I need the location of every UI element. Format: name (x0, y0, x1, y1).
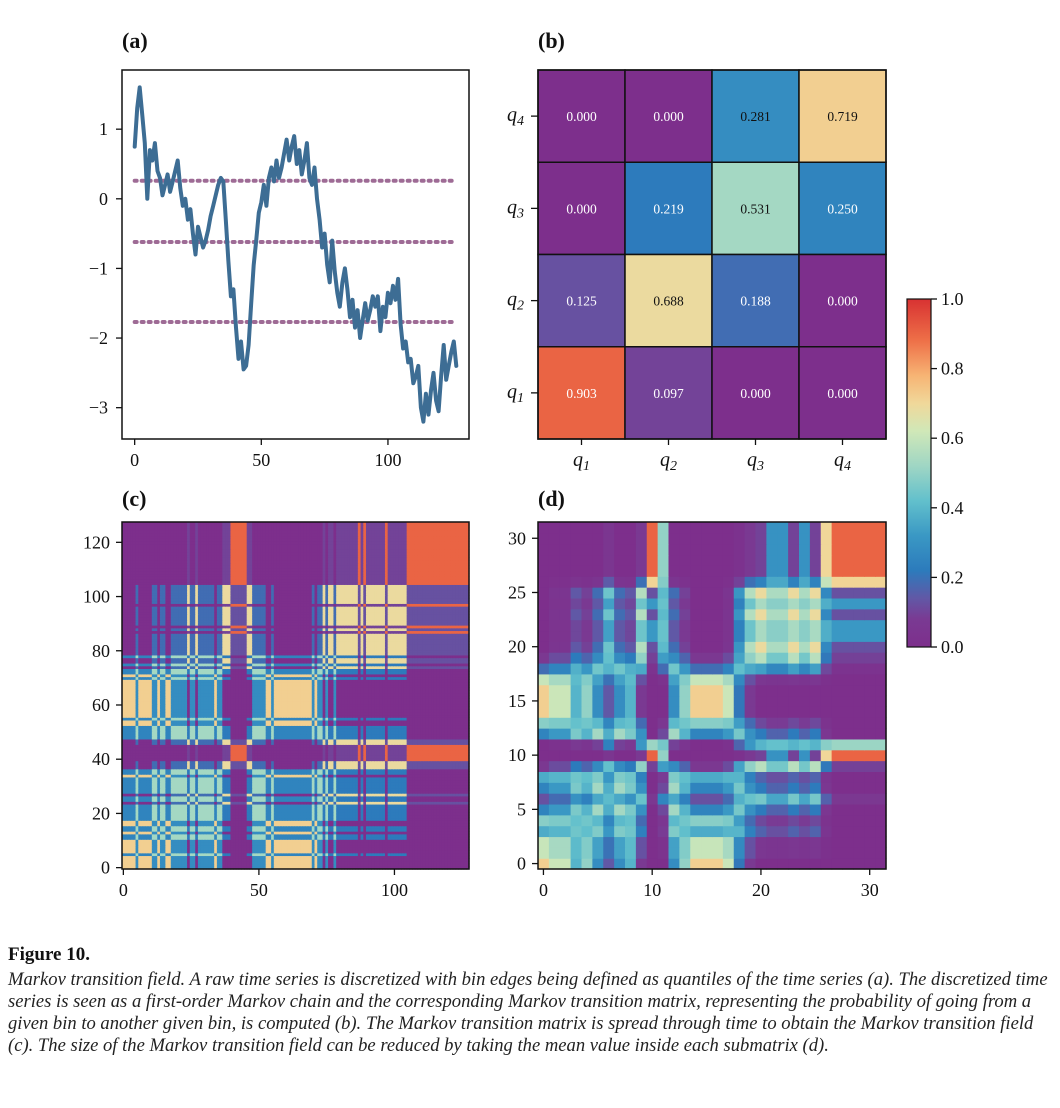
panel-b-col-labels: q1 q2 q3 q4 (573, 439, 851, 474)
panel-a-y-ticks: 1 0 −1 −2 −3 (89, 119, 122, 417)
y-tick-label: −1 (89, 258, 108, 278)
matrix-cell-value: 0.188 (740, 294, 771, 309)
matrix-cell-value: 0.219 (653, 201, 684, 216)
figure-canvas: (a) 0 50 100 10−1−2−3 (b) 0.000 0.000 0.281 0… (0, 0, 1060, 935)
matrix-cell-value: 0.719 (827, 109, 858, 124)
matrix-cell-value: 0.000 (740, 386, 771, 401)
matrix-cell-value: 0.000 (827, 386, 858, 401)
panel-a-label: (a) (122, 28, 148, 53)
col-label: q4 (834, 449, 851, 474)
y-tick-label: 1 (99, 119, 108, 139)
transition-matrix-cells: 0.000 0.000 0.281 0.719 0.000 0.219 0.531 0.250… (538, 70, 886, 439)
panel-a-x-ticks: 0 50 100 (130, 439, 401, 470)
matrix-cell-value: 0.531 (740, 201, 770, 216)
col-label: q2 (660, 449, 677, 474)
matrix-cell-value: 0.250 (827, 201, 858, 216)
row-label: q1 (507, 381, 524, 406)
panel-b-label: (b) (538, 28, 565, 53)
row-label: q3 (507, 196, 524, 221)
matrix-cell-value: 0.903 (566, 386, 597, 401)
y-tick-label: −3 (89, 398, 108, 418)
x-tick-label: 100 (374, 450, 401, 470)
matrix-cell-value: 0.000 (566, 201, 597, 216)
row-label: q2 (507, 289, 524, 314)
time-series-line (135, 87, 457, 421)
matrix-cell-value: 0.000 (827, 294, 858, 309)
x-tick-label: 0 (130, 450, 139, 470)
matrix-cell-value: 0.000 (566, 109, 597, 124)
col-label: q3 (747, 449, 764, 474)
matrix-cell-value: 0.688 (653, 294, 684, 309)
panel-a: (a) 0 50 100 1 0 −1 −2 −3 (89, 28, 469, 470)
matrix-cell-value: 0.097 (653, 386, 684, 401)
col-label: q1 (573, 449, 590, 474)
matrix-cell-value: 0.000 (653, 109, 684, 124)
matrix-cell-value: 0.125 (566, 294, 597, 309)
panel-c-label: (c) (122, 486, 146, 511)
y-tick-label: 0 (99, 189, 108, 209)
matrix-cell-value: 0.281 (740, 109, 770, 124)
panel-b-row-labels: q4 q3 q2 q1 (507, 104, 538, 406)
y-tick-label: −2 (89, 328, 108, 348)
panel-a-frame (122, 70, 469, 439)
row-label: q4 (507, 104, 524, 129)
markov-transition-field (122, 522, 470, 870)
x-tick-label: 50 (252, 450, 270, 470)
